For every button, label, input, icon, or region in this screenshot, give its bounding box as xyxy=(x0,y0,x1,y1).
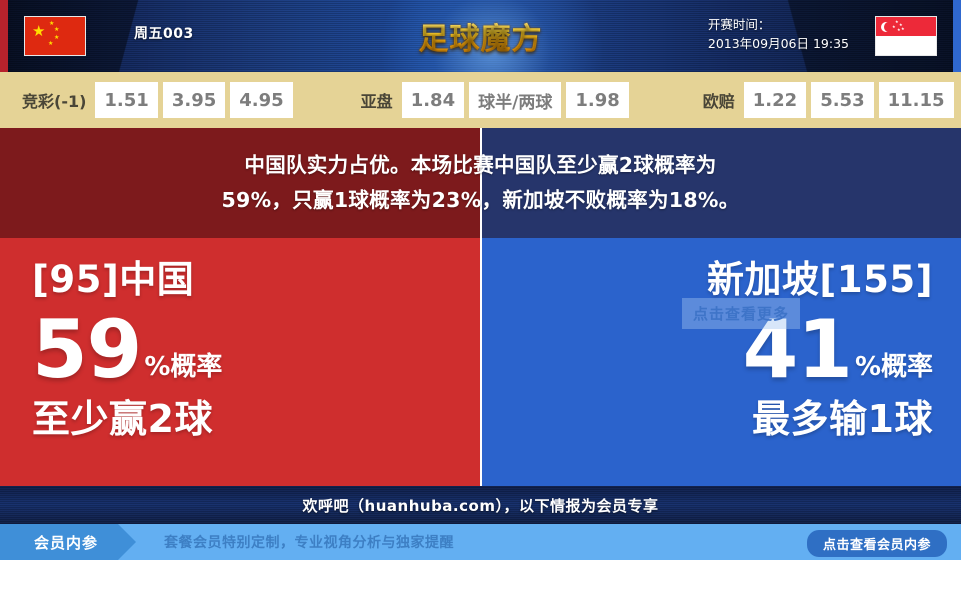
odds-value[interactable]: 4.95 xyxy=(230,82,293,118)
flag-star-small: ★ xyxy=(897,27,901,32)
odds-group-label: 竞彩(-1) xyxy=(22,92,87,111)
probability-panels: [95]中国 59 %概率 至少赢2球 点击查看更多 新加坡[155] 41 %… xyxy=(0,238,961,486)
summary-line-1: 中国队实力占优。本场比赛中国队至少赢2球概率为 xyxy=(244,153,717,177)
odds-handicap-line[interactable]: 球半/两球 xyxy=(469,82,562,118)
odds-value[interactable]: 5.53 xyxy=(811,82,874,118)
header-left-accent-bar xyxy=(0,0,8,72)
odds-bar: 竞彩(-1) 1.51 3.95 4.95 亚盘 1.84 球半/两球 1.98… xyxy=(0,72,961,128)
odds-value[interactable]: 1.98 xyxy=(566,82,629,118)
member-description: 套餐会员特别定制，专业视角分析与独家提醒 xyxy=(164,535,454,551)
odds-group-label: 欧赔 xyxy=(702,92,735,111)
flag-star-small: ★ xyxy=(892,24,896,29)
site-logo[interactable]: 足球魔方 xyxy=(0,14,961,58)
flag-star-small: ★ xyxy=(49,20,55,27)
flag-red-band xyxy=(876,17,936,36)
site-logo-text: 足球魔方 xyxy=(419,14,543,58)
flag-crescent-cut xyxy=(884,22,893,32)
member-bar: 会员内参 套餐会员特别定制，专业视角分析与独家提醒 点击查看会员内参 xyxy=(0,524,961,560)
china-flag-icon: ★ ★ ★ ★ ★ xyxy=(24,16,86,56)
away-team-panel[interactable]: 点击查看更多 新加坡[155] 41 %概率 最多输1球 xyxy=(482,238,961,486)
away-probability-suffix: %概率 xyxy=(854,352,933,382)
odds-value[interactable]: 1.22 xyxy=(743,82,807,118)
summary-divider xyxy=(480,128,482,238)
singapore-flag-icon: ★ ★ ★ ★ ★ xyxy=(875,16,937,56)
odds-value[interactable]: 1.51 xyxy=(95,82,158,118)
home-verdict: 至少赢2球 xyxy=(32,397,213,441)
flag-star-small: ★ xyxy=(899,22,903,27)
kickoff-info: 开赛时间： 2013年09月06日 19:35 xyxy=(708,15,849,53)
flag-star-small: ★ xyxy=(48,40,54,47)
flag-star-small: ★ xyxy=(54,26,60,33)
member-tab-label[interactable]: 会员内参 xyxy=(0,524,136,560)
home-team-name: [95]中国 xyxy=(32,258,195,301)
summary-line-2: 59%，只赢1球概率为23%，新加坡不败概率为18%。 xyxy=(221,188,740,212)
home-probability-row: 59 %概率 xyxy=(32,310,480,390)
kickoff-label: 开赛时间： xyxy=(707,17,771,32)
match-number: 周五003 xyxy=(134,26,194,42)
away-verdict: 最多输1球 xyxy=(752,397,933,441)
summary-right-half xyxy=(482,128,961,238)
odds-group-jingcai: 竞彩(-1) 1.51 3.95 4.95 xyxy=(22,82,293,118)
odds-group-label: 亚盘 xyxy=(360,92,393,111)
summary-banner: 中国队实力占优。本场比赛中国队至少赢2球概率为 59%，只赢1球概率为23%，新… xyxy=(0,128,961,238)
notice-text: 欢呼吧（huanhuba.com），以下情报为会员专享 xyxy=(302,496,659,515)
click-more-overlay[interactable]: 点击查看更多 xyxy=(682,298,801,329)
page-header: ★ ★ ★ ★ ★ 周五003 足球魔方 开赛时间： 2013年09月06日 1… xyxy=(0,0,961,72)
odds-value[interactable]: 11.15 xyxy=(878,82,954,118)
summary-left-half xyxy=(0,128,480,238)
odds-group-european: 欧赔 1.22 5.53 11.15 xyxy=(703,82,954,118)
header-logo-glow xyxy=(382,0,602,72)
header-right-accent-bar xyxy=(953,0,961,72)
odds-group-asian-handicap: 亚盘 1.84 球半/两球 1.98 xyxy=(361,82,629,118)
home-team-panel[interactable]: [95]中国 59 %概率 至少赢2球 xyxy=(0,238,480,486)
home-probability-suffix: %概率 xyxy=(144,352,223,382)
notice-bar: 欢呼吧（huanhuba.com），以下情报为会员专享 xyxy=(0,486,961,524)
view-member-report-button[interactable]: 点击查看会员内参 xyxy=(806,530,947,557)
flag-star-large: ★ xyxy=(32,22,46,40)
away-probability-value: 41 xyxy=(742,303,853,396)
flag-star-small: ★ xyxy=(901,26,905,31)
odds-value[interactable]: 3.95 xyxy=(162,82,226,118)
flag-star-small: ★ xyxy=(895,19,899,24)
away-probability-row: 41 %概率 xyxy=(482,310,933,390)
home-probability-value: 59 xyxy=(32,303,142,396)
kickoff-time: 2013年09月06日 19:35 xyxy=(707,36,849,51)
summary-background xyxy=(0,128,961,238)
away-team-name: 新加坡[155] xyxy=(706,258,933,301)
odds-value[interactable]: 1.84 xyxy=(401,82,465,118)
panels-divider xyxy=(480,238,482,486)
flag-star-small: ★ xyxy=(54,34,60,41)
summary-text: 中国队实力占优。本场比赛中国队至少赢2球概率为 59%，只赢1球概率为23%，新… xyxy=(0,128,961,238)
